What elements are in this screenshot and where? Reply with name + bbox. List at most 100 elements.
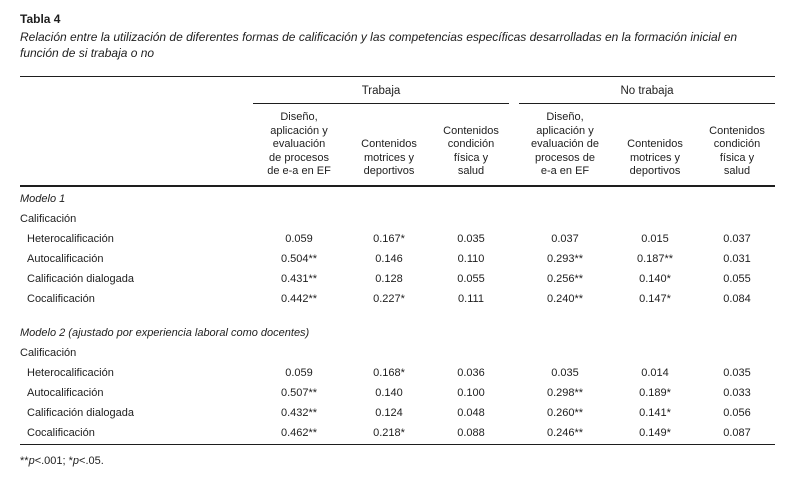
subheader-row: Calificación [20, 344, 775, 364]
section-gap-row [20, 310, 775, 321]
value-cell: 0.014 [641, 367, 669, 379]
footnote-threshold-05: <.05. [79, 454, 104, 467]
group-gap-cell [509, 404, 519, 424]
subheader-label: Calificación [20, 213, 77, 225]
subheader-label: Calificación [20, 347, 77, 359]
value-cell: 0.055 [457, 273, 485, 285]
value-cell: 0.218* [373, 427, 405, 439]
value-cell: 0.048 [457, 407, 485, 419]
data-row: Cocalificación 0.462** 0.218* 0.088 0.246** 0… [20, 424, 775, 445]
data-row: Heterocalificación 0.059 0.168* 0.036 0.035 0… [20, 364, 775, 384]
group-gap-cell [509, 364, 519, 384]
table-caption: Relación entre la utilización de diferen… [20, 30, 738, 60]
value-cell: 0.140 [375, 387, 403, 399]
table-body: Modelo 1 Calificación Heterocalificación 0.… [20, 186, 775, 445]
value-cell: 0.167* [373, 233, 405, 245]
model-row: Modelo 2 (ajustado por experiencia labor… [20, 321, 775, 344]
value-cell: 0.035 [723, 367, 751, 379]
group-gap-cell [509, 290, 519, 310]
footnote: **p<.001; *p<.05. [20, 455, 775, 467]
row-label: Heterocalificación [27, 233, 114, 245]
column-header-diseno-no-trabaja: Diseño, aplicación y evaluación de proce… [519, 103, 611, 187]
row-label: Calificación dialogada [27, 407, 135, 419]
value-cell: 0.100 [457, 387, 485, 399]
footnote-threshold-001: <.001; * [34, 454, 73, 467]
paper-page: Tabla 4 Relación entre la utilización de… [20, 12, 775, 467]
stub-cell [20, 77, 253, 104]
value-cell: 0.260** [546, 407, 584, 419]
value-cell: 0.128 [375, 273, 403, 285]
table-header: Trabaja No trabaja Diseño, aplicación y … [20, 76, 775, 187]
column-header-diseno-trabaja: Diseño, aplicación y evaluación de proce… [253, 103, 345, 187]
group-gap-cell [509, 270, 519, 290]
column-header-condicion-trabaja: Contenidos condición física y salud [433, 103, 509, 187]
value-cell: 0.147* [639, 293, 671, 305]
value-cell: 0.055 [723, 273, 751, 285]
value-cell: 0.504** [280, 253, 318, 265]
value-cell: 0.246** [546, 427, 584, 439]
group-header-row: Trabaja No trabaja [20, 76, 775, 104]
results-table: Trabaja No trabaja Diseño, aplicación y … [20, 76, 775, 445]
row-label: Cocalificación [27, 293, 95, 305]
value-cell: 0.059 [285, 367, 313, 379]
data-row: Calificación dialogada 0.431** 0.128 0.055 0… [20, 270, 775, 290]
value-cell: 0.240** [546, 293, 584, 305]
value-cell: 0.140* [639, 273, 671, 285]
column-header-motrices-trabaja: Contenidos motrices y deportivos [345, 103, 433, 187]
value-cell: 0.084 [723, 293, 751, 305]
row-label: Cocalificación [27, 427, 95, 439]
value-cell: 0.146 [375, 253, 403, 265]
value-cell: 0.227* [373, 293, 405, 305]
value-cell: 0.256** [546, 273, 584, 285]
data-row: Autocalificación 0.504** 0.146 0.110 0.293**… [20, 250, 775, 270]
column-header-condicion-no-trabaja: Contenidos condición física y salud [699, 103, 775, 187]
group-gap-cell [509, 103, 519, 187]
value-cell: 0.056 [723, 407, 751, 419]
footnote-p-symbol: p [28, 454, 35, 467]
value-cell: 0.149* [639, 427, 671, 439]
model-label: Modelo 2 (ajustado por experiencia labor… [20, 327, 310, 339]
value-cell: 0.187** [636, 253, 674, 265]
group-gap-cell [509, 250, 519, 270]
value-cell: 0.141* [639, 407, 671, 419]
value-cell: 0.124 [375, 407, 403, 419]
value-cell: 0.442** [280, 293, 318, 305]
stub-cell [20, 103, 253, 187]
row-label: Heterocalificación [27, 367, 114, 379]
value-cell: 0.507** [280, 387, 318, 399]
value-cell: 0.035 [457, 233, 485, 245]
group-header-no-trabaja: No trabaja [519, 76, 775, 104]
row-label: Calificación dialogada [27, 273, 135, 285]
group-gap-cell [509, 384, 519, 404]
value-cell: 0.298** [546, 387, 584, 399]
table-title: Tabla 4 [20, 12, 61, 26]
value-cell: 0.087 [723, 427, 751, 439]
footnote-p-symbol: p [72, 454, 80, 467]
value-cell: 0.189* [639, 387, 671, 399]
data-row: Calificación dialogada 0.432** 0.124 0.048 0… [20, 404, 775, 424]
value-cell: 0.293** [546, 253, 584, 265]
value-cell: 0.037 [551, 233, 579, 245]
data-row: Autocalificación 0.507** 0.140 0.100 0.298**… [20, 384, 775, 404]
column-header-motrices-no-trabaja: Contenidos motrices y deportivos [611, 103, 699, 187]
model-row: Modelo 1 [20, 186, 775, 210]
value-cell: 0.432** [280, 407, 318, 419]
value-cell: 0.111 [458, 293, 484, 305]
value-cell: 0.031 [723, 253, 751, 265]
value-cell: 0.036 [457, 367, 485, 379]
row-label: Autocalificación [27, 253, 104, 265]
value-cell: 0.110 [457, 253, 485, 265]
value-cell: 0.168* [373, 367, 405, 379]
value-cell: 0.088 [457, 427, 485, 439]
model-label: Modelo 1 [20, 193, 66, 205]
value-cell: 0.462** [280, 427, 318, 439]
value-cell: 0.059 [285, 233, 313, 245]
group-gap-cell [509, 424, 519, 445]
group-gap-cell [509, 77, 519, 104]
subheader-row: Calificación [20, 210, 775, 230]
value-cell: 0.037 [723, 233, 751, 245]
row-label: Autocalificación [27, 387, 104, 399]
column-header-row: Diseño, aplicación y evaluación de proce… [20, 103, 775, 187]
group-gap-cell [509, 230, 519, 250]
value-cell: 0.035 [551, 367, 579, 379]
